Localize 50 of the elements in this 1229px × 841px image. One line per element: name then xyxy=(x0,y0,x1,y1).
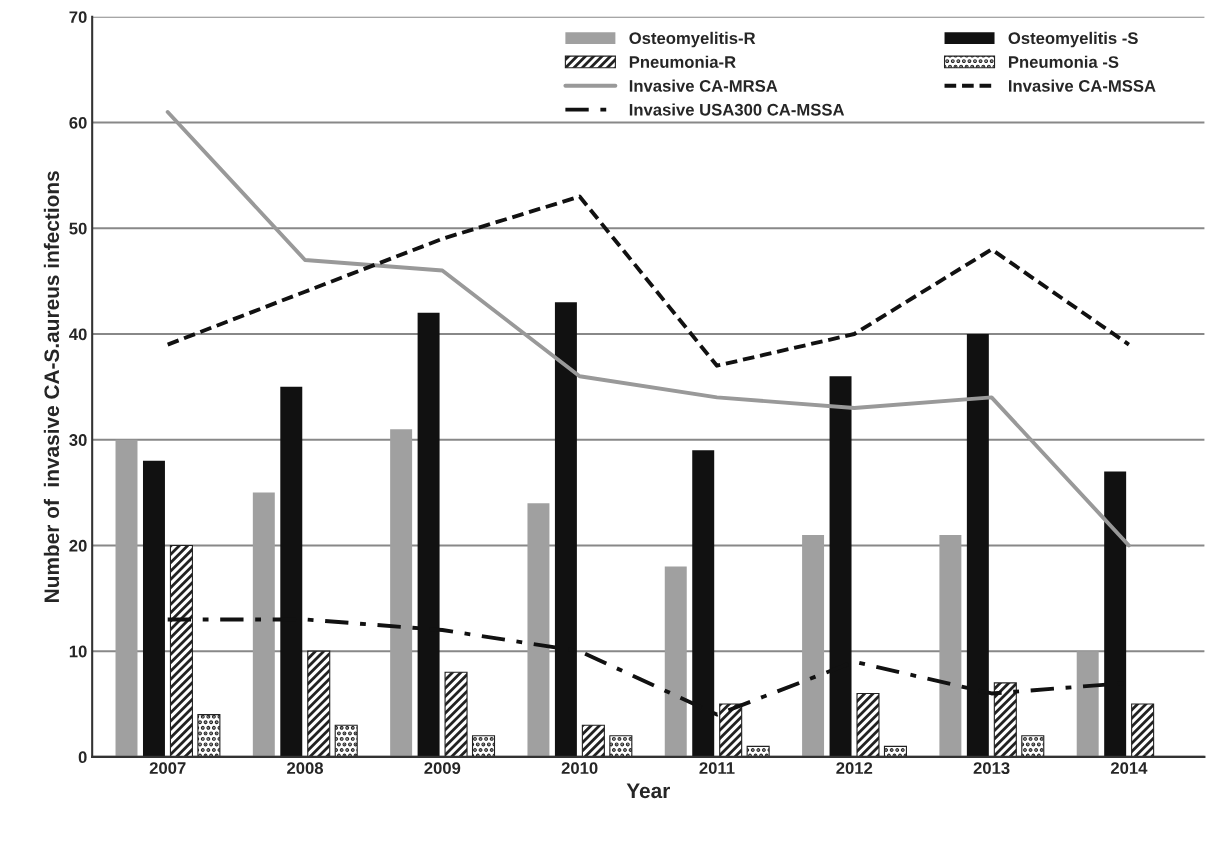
y-tick-label: 40 xyxy=(69,328,87,341)
legend-label: Invasive USA300 CA-MSSA xyxy=(629,103,845,116)
x-axis-title: Year xyxy=(626,783,670,799)
y-tick-label: 20 xyxy=(69,539,87,552)
bar xyxy=(334,724,358,757)
line-series xyxy=(165,194,1131,368)
bar xyxy=(883,745,908,757)
y-tick-label: 60 xyxy=(69,116,87,129)
legend-label: Pneumonia -S xyxy=(1008,55,1119,68)
bar xyxy=(746,745,770,757)
bar xyxy=(471,735,496,757)
bar xyxy=(197,714,221,757)
bar xyxy=(142,460,165,757)
bar xyxy=(1021,735,1045,757)
x-tick-label: 2011 xyxy=(699,762,735,774)
x-tick-label: 2009 xyxy=(424,762,461,774)
x-tick-label: 2007 xyxy=(149,762,186,774)
bar xyxy=(993,682,1017,757)
bar xyxy=(390,429,413,757)
x-tick-label: 2008 xyxy=(287,762,324,774)
x-tick-label: 2014 xyxy=(1110,762,1148,774)
bar xyxy=(1076,651,1099,757)
y-tick-label: 50 xyxy=(69,222,87,235)
bar xyxy=(169,544,193,757)
bar xyxy=(307,650,331,757)
bar xyxy=(939,534,962,757)
bar xyxy=(115,439,138,757)
legend-label: Osteomyelitis -S xyxy=(1008,31,1138,48)
legend-label: Invasive CA-MSSA xyxy=(1008,79,1156,92)
y-tick-label: 0 xyxy=(78,751,87,764)
y-tick-label: 30 xyxy=(69,434,87,446)
y-axis-title: Number of invasive CA-S.aureus infections xyxy=(43,171,60,602)
x-tick-label: 2013 xyxy=(973,762,1010,775)
bar xyxy=(252,492,275,757)
legend-label: Osteomyelitis-R xyxy=(629,31,756,48)
bar xyxy=(609,735,633,757)
bar xyxy=(664,566,687,757)
bar xyxy=(856,692,880,757)
bar xyxy=(719,703,743,757)
bar xyxy=(527,503,550,757)
y-tick-label: 10 xyxy=(69,645,87,658)
x-tick-label: 2010 xyxy=(561,762,598,774)
legend-label: Pneumonia-R xyxy=(629,55,736,68)
legend-label: Invasive CA-MRSA xyxy=(629,79,778,92)
x-tick-label: 2012 xyxy=(836,762,873,774)
bar xyxy=(581,724,605,757)
bar xyxy=(802,534,825,757)
y-tick-label: 70 xyxy=(69,11,87,24)
bar xyxy=(1131,703,1155,757)
bar xyxy=(444,671,468,757)
